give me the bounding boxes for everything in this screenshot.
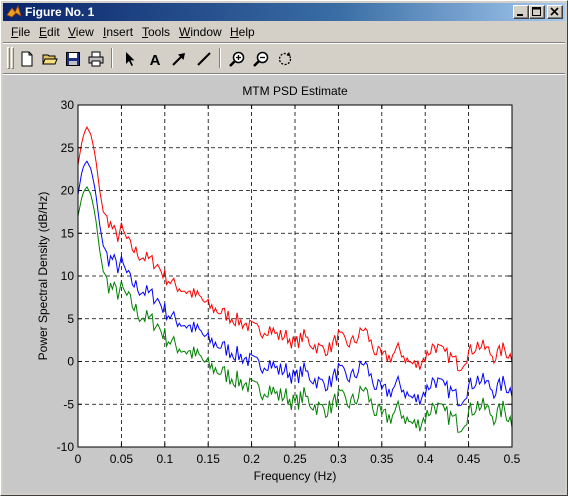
edit-plot-button[interactable] <box>119 48 141 70</box>
y-tick-label: 15 <box>61 226 75 240</box>
window-title: Figure No. 1 <box>25 5 95 19</box>
psd-series-line <box>77 185 513 433</box>
rotate-3d-button[interactable] <box>274 48 296 70</box>
arrow-tool-icon <box>172 53 185 66</box>
menu-edit[interactable]: Edit <box>39 25 60 39</box>
menu-tools[interactable]: Tools <box>142 25 171 39</box>
zoom-in-icon <box>229 51 245 67</box>
save-disk-icon <box>66 52 80 66</box>
menu-separator <box>3 42 565 44</box>
x-tick-label: 0.5 <box>504 452 521 466</box>
menu-insert[interactable]: Insert <box>103 25 134 39</box>
grid-lines <box>78 105 512 447</box>
menu-help[interactable]: Help <box>230 25 255 39</box>
open-folder-icon <box>42 54 58 65</box>
x-tick-label: 0.35 <box>370 452 394 466</box>
new-figure-button[interactable] <box>16 48 38 70</box>
x-tick-label: 0.15 <box>197 452 221 466</box>
printer-icon <box>88 51 104 67</box>
print-button[interactable] <box>85 48 107 70</box>
text-tool-icon: A <box>150 52 161 67</box>
x-tick-label: 0.45 <box>457 452 481 466</box>
insert-line-button[interactable] <box>193 48 215 70</box>
y-tick-label: -10 <box>57 440 75 454</box>
x-tick-label: 0.05 <box>110 452 134 466</box>
menu-view[interactable]: View <box>68 25 94 39</box>
psd-series-line <box>77 126 513 372</box>
figure-canvas: 0 0.05 0.1 0.15 0.2 0.25 0.3 0.35 0.4 0.45 0.5 -10 -… <box>3 75 565 493</box>
line-tool-icon <box>197 52 211 66</box>
axis-ticks: 0 0.05 0.1 0.15 0.2 0.25 0.3 0.35 0.4 0.45 0.5 -10 -… <box>57 98 521 466</box>
maximize-button[interactable] <box>529 5 545 19</box>
minimize-icon <box>517 14 523 16</box>
x-tick-label: 0.4 <box>417 452 434 466</box>
psd-series-line <box>77 160 513 407</box>
zoom-in-button[interactable] <box>226 48 248 70</box>
y-tick-label: 0 <box>67 355 74 369</box>
y-tick-label: 5 <box>67 312 74 326</box>
rotate-3d-icon <box>278 52 292 66</box>
svg-text:A: A <box>150 52 161 67</box>
y-tick-label: 30 <box>61 98 75 112</box>
pointer-arrow-icon <box>126 52 135 66</box>
series-lines <box>77 126 513 433</box>
zoom-out-icon <box>253 51 269 67</box>
close-icon <box>550 7 559 16</box>
menu-bar: File Edit View Insert Tools Window Help <box>3 22 565 42</box>
x-tick-label: 0 <box>75 452 82 466</box>
zoom-out-button[interactable] <box>250 48 272 70</box>
toolbar-separator-2 <box>219 48 221 68</box>
y-axis-label: Power Spectral Density (dB/Hz) <box>36 192 50 361</box>
menu-window[interactable]: Window <box>179 25 222 39</box>
y-tick-label: 20 <box>61 184 75 198</box>
toolbar-separator-line <box>3 73 565 75</box>
menu-file[interactable]: File <box>11 25 31 39</box>
y-tick-label: 25 <box>61 141 75 155</box>
x-tick-label: 0.25 <box>283 452 307 466</box>
minimize-button[interactable] <box>513 5 529 19</box>
toolbar-grip-2 <box>11 47 14 69</box>
psd-chart: 0 0.05 0.1 0.15 0.2 0.25 0.3 0.35 0.4 0.45 0.5 -10 -… <box>36 84 521 483</box>
title-bar[interactable]: Figure No. 1 <box>3 3 565 21</box>
toolbar: A <box>3 45 565 73</box>
y-tick-label: -5 <box>63 397 74 411</box>
new-document-icon <box>21 51 33 67</box>
insert-text-button[interactable]: A <box>144 48 166 70</box>
x-tick-label: 0.2 <box>243 452 260 466</box>
insert-arrow-button[interactable] <box>168 48 190 70</box>
open-file-button[interactable] <box>39 48 61 70</box>
save-button[interactable] <box>62 48 84 70</box>
chart-title: MTM PSD Estimate <box>242 84 348 98</box>
maximize-icon <box>532 7 541 16</box>
close-button[interactable] <box>547 5 563 19</box>
x-axis-label: Frequency (Hz) <box>254 469 337 483</box>
x-tick-label: 0.3 <box>330 452 347 466</box>
matlab-logo-icon <box>6 4 22 18</box>
y-tick-label: 10 <box>61 269 75 283</box>
toolbar-grip[interactable] <box>7 47 10 69</box>
toolbar-separator-1 <box>111 48 113 68</box>
x-tick-label: 0.1 <box>156 452 173 466</box>
